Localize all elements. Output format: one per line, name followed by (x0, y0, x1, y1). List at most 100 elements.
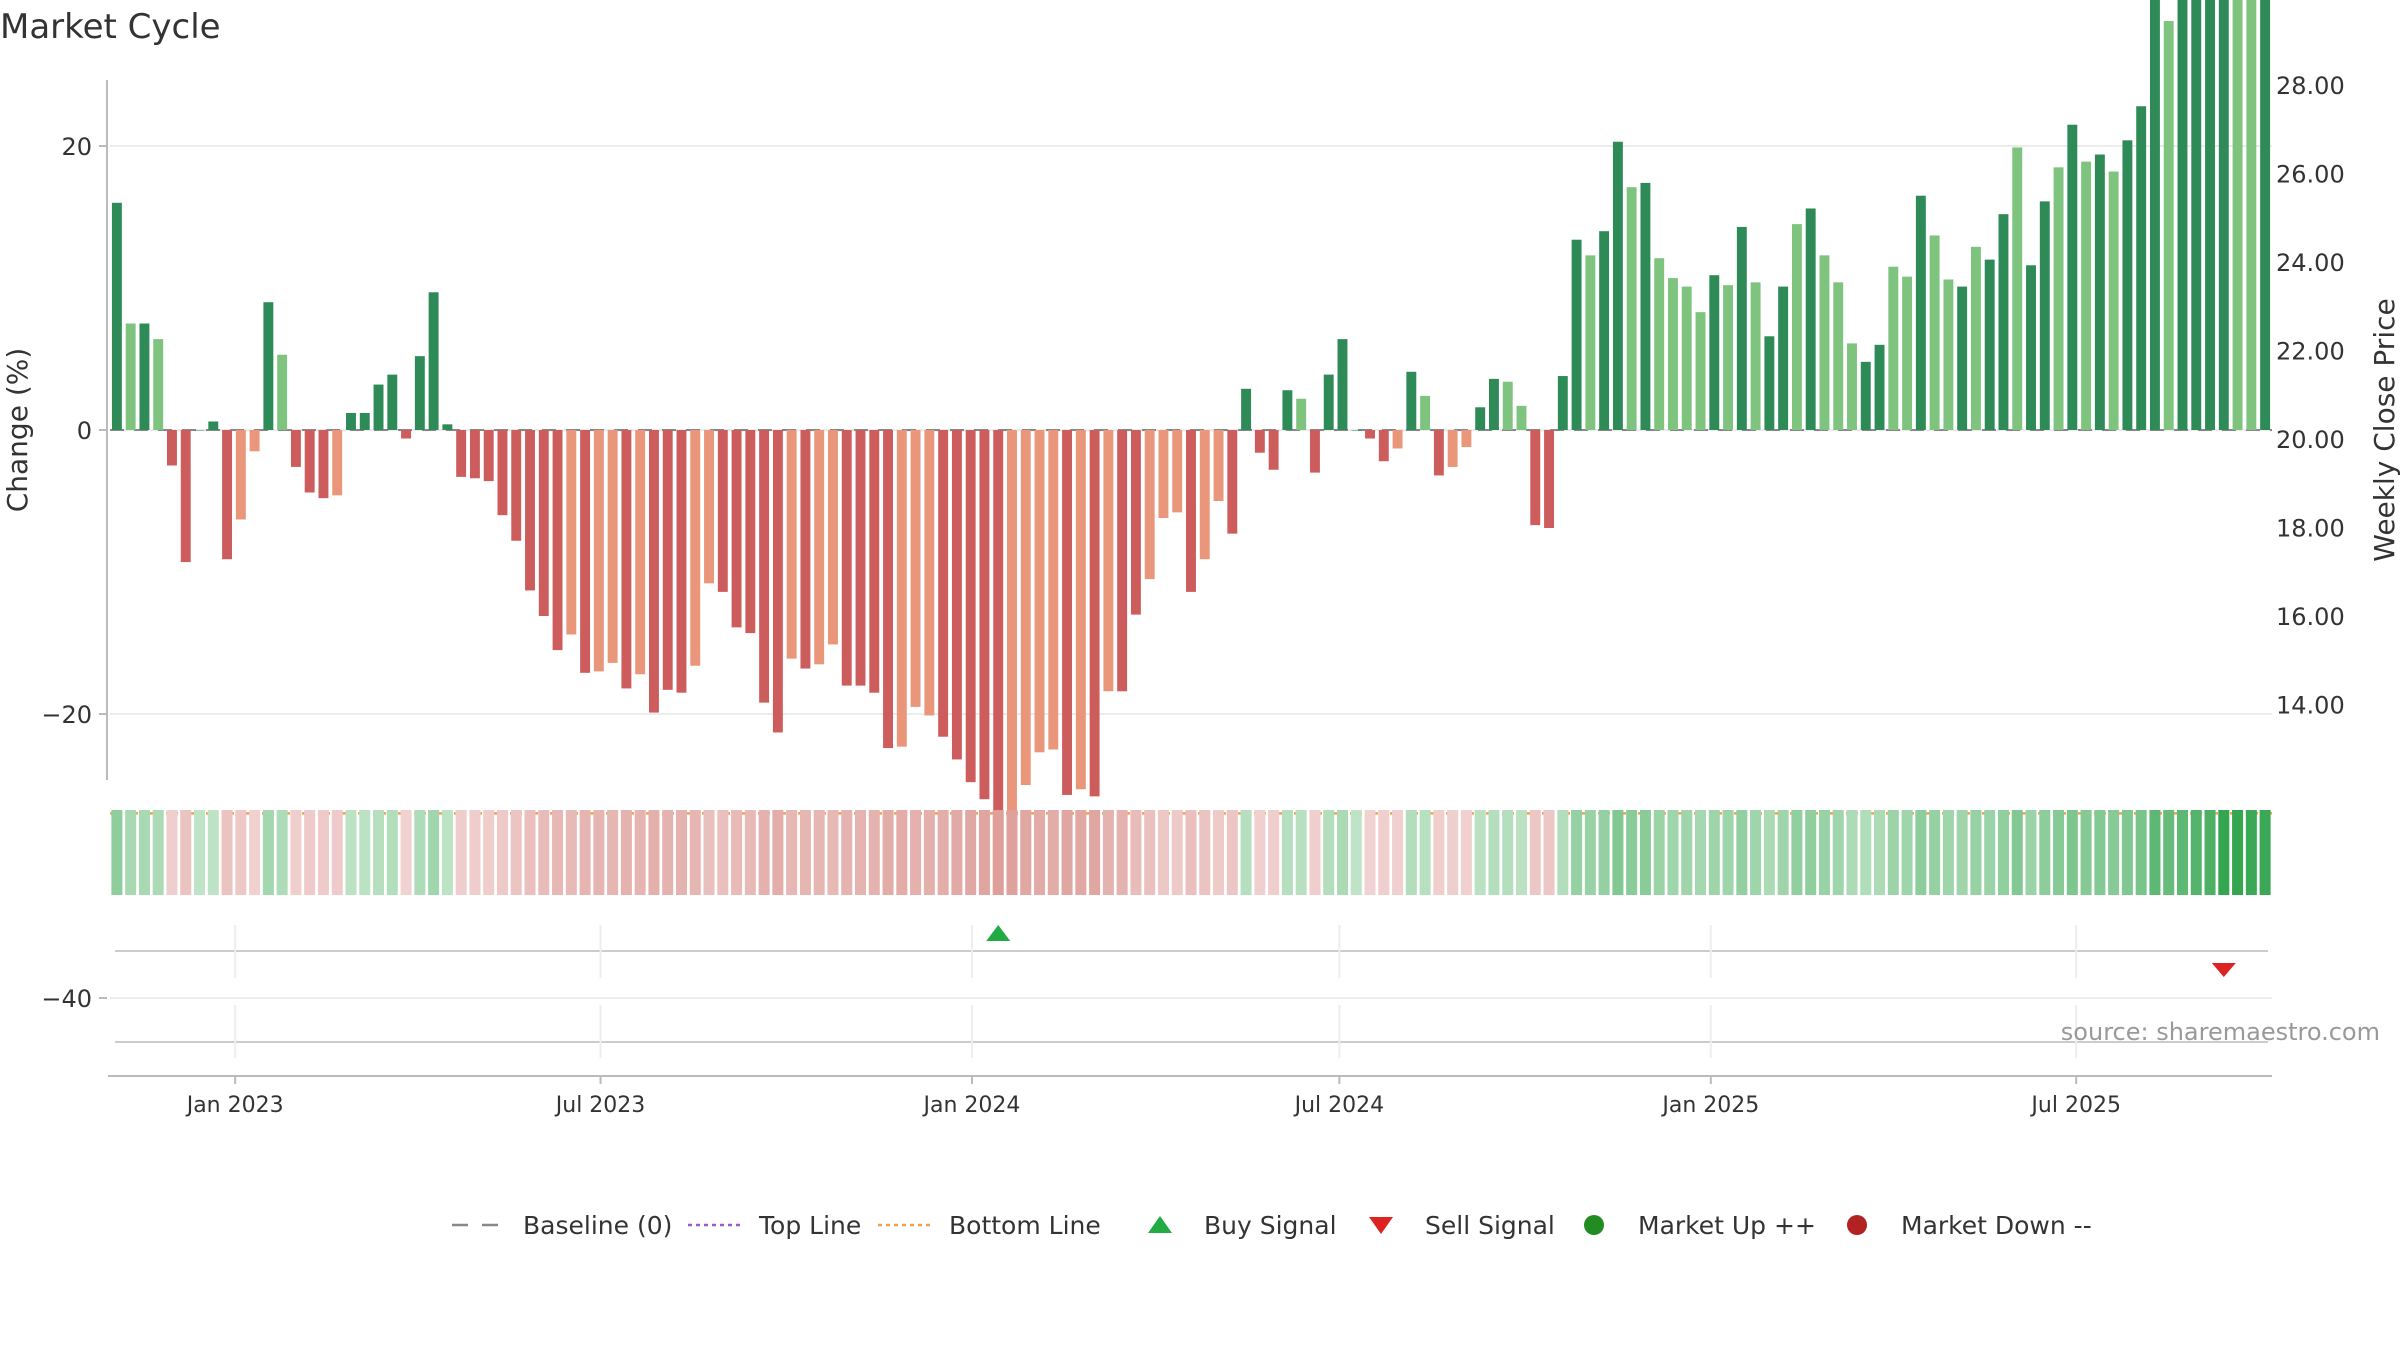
change-bar (2094, 154, 2105, 430)
change-bar (759, 430, 770, 703)
change-bar (1874, 344, 1885, 430)
change-bar (1103, 430, 1114, 692)
strip-cell (2066, 810, 2078, 895)
y-tick-label: 20 (61, 133, 92, 161)
change-bar (1970, 246, 1981, 430)
legend-label: Buy Signal (1204, 1211, 1337, 1240)
change-bar (511, 430, 522, 541)
strip-cell (1171, 810, 1183, 895)
change-bar (1034, 430, 1045, 753)
change-bar (1943, 279, 1954, 430)
strip-cell (1226, 810, 1238, 895)
change-bar (772, 430, 783, 733)
change-bar (538, 430, 549, 617)
strip-cell (524, 810, 536, 895)
change-bar (359, 412, 370, 430)
legend-item: Buy Signal (1148, 1211, 1337, 1240)
change-bar (2205, 0, 2215, 430)
x-tick-label: Jan 2025 (1660, 1093, 1759, 1118)
change-bar (1888, 266, 1899, 430)
heat-strip (111, 810, 2271, 895)
strip-cell (882, 810, 894, 895)
change-bar (1199, 430, 1210, 560)
strip-cell (552, 810, 564, 895)
strip-cell (634, 810, 646, 895)
change-bar (896, 430, 907, 747)
strip-cell (2053, 810, 2065, 895)
change-bar (249, 430, 260, 452)
strip-cell (1681, 810, 1693, 895)
change-bar (841, 430, 852, 686)
strip-cell (1378, 810, 1390, 895)
change-bar (814, 430, 825, 665)
strip-cell (373, 810, 385, 895)
strip-cell (607, 810, 619, 895)
change-bar (222, 430, 233, 560)
strip-cell (1750, 810, 1762, 895)
strip-cell (194, 810, 206, 895)
change-bar (2149, 0, 2160, 431)
change-bar (979, 430, 990, 800)
strip-cell (2149, 810, 2161, 895)
change-bar (883, 430, 894, 749)
change-bar (1984, 259, 1995, 430)
strip-cell (207, 810, 219, 895)
strip-cell (1075, 810, 1087, 895)
change-bar (1337, 339, 1348, 430)
strip-cell (2204, 810, 2216, 895)
change-bar (993, 430, 1004, 856)
strip-cell (428, 810, 440, 895)
change-bar (456, 430, 467, 477)
strip-cell (868, 810, 880, 895)
legend-label: Bottom Line (949, 1211, 1101, 1240)
strip-cell (1598, 810, 1610, 895)
change-bar (2012, 147, 2023, 431)
change-bar (290, 430, 301, 467)
change-bar (552, 430, 563, 651)
change-bar (1420, 395, 1431, 430)
buy-signal-marker (986, 925, 1011, 941)
strip-cell (910, 810, 922, 895)
x-axis: Jan 2023 Jul 2023 Jan 2024 Jul 2024 Jan 2025… (108, 925, 2272, 1118)
legend-swatch-buy (1148, 1216, 1172, 1233)
strip-cell (1213, 810, 1225, 895)
change-bar (1048, 430, 1059, 750)
strip-cell (1722, 810, 1734, 895)
legend-item: Baseline (0) (452, 1211, 672, 1240)
change-bar (235, 430, 246, 520)
strip-cell (331, 810, 343, 895)
strip-cell (1405, 810, 1417, 895)
strip-cell (896, 810, 908, 895)
strip-cell (1268, 810, 1280, 895)
strip-cell (923, 810, 935, 895)
change-bar (2026, 265, 2036, 430)
change-bar (1323, 374, 1334, 430)
change-bar (1089, 430, 1100, 797)
change-bar (2260, 0, 2271, 430)
change-bar (607, 430, 618, 663)
signal-panel (115, 925, 2268, 977)
change-bar (469, 430, 480, 479)
strip-cell (1488, 810, 1500, 895)
legend-item: Top Line (688, 1211, 861, 1240)
change-bar (1433, 430, 1444, 476)
strip-cell (1984, 810, 1996, 895)
strip-cell (1997, 810, 2009, 895)
change-bar (1062, 430, 1073, 795)
change-bar (1709, 275, 1720, 430)
strip-cell (510, 810, 522, 895)
y-tick-label: 0 (77, 417, 92, 445)
strip-cell (1020, 810, 1032, 895)
legend: Baseline (0) Top Line Bottom Line Buy Signa… (452, 1211, 2092, 1240)
legend-item: Market Up ++ (1584, 1211, 1816, 1240)
strip-cell (1956, 810, 1968, 895)
strip-cell (1584, 810, 1596, 895)
change-bar (442, 424, 453, 430)
strip-cell (538, 810, 550, 895)
strip-cell (1695, 810, 1707, 895)
strip-cell (1240, 810, 1252, 895)
change-bar (924, 430, 935, 716)
legend-label: Baseline (0) (523, 1211, 672, 1240)
strip-cell (2025, 810, 2037, 895)
change-bar (566, 430, 577, 635)
